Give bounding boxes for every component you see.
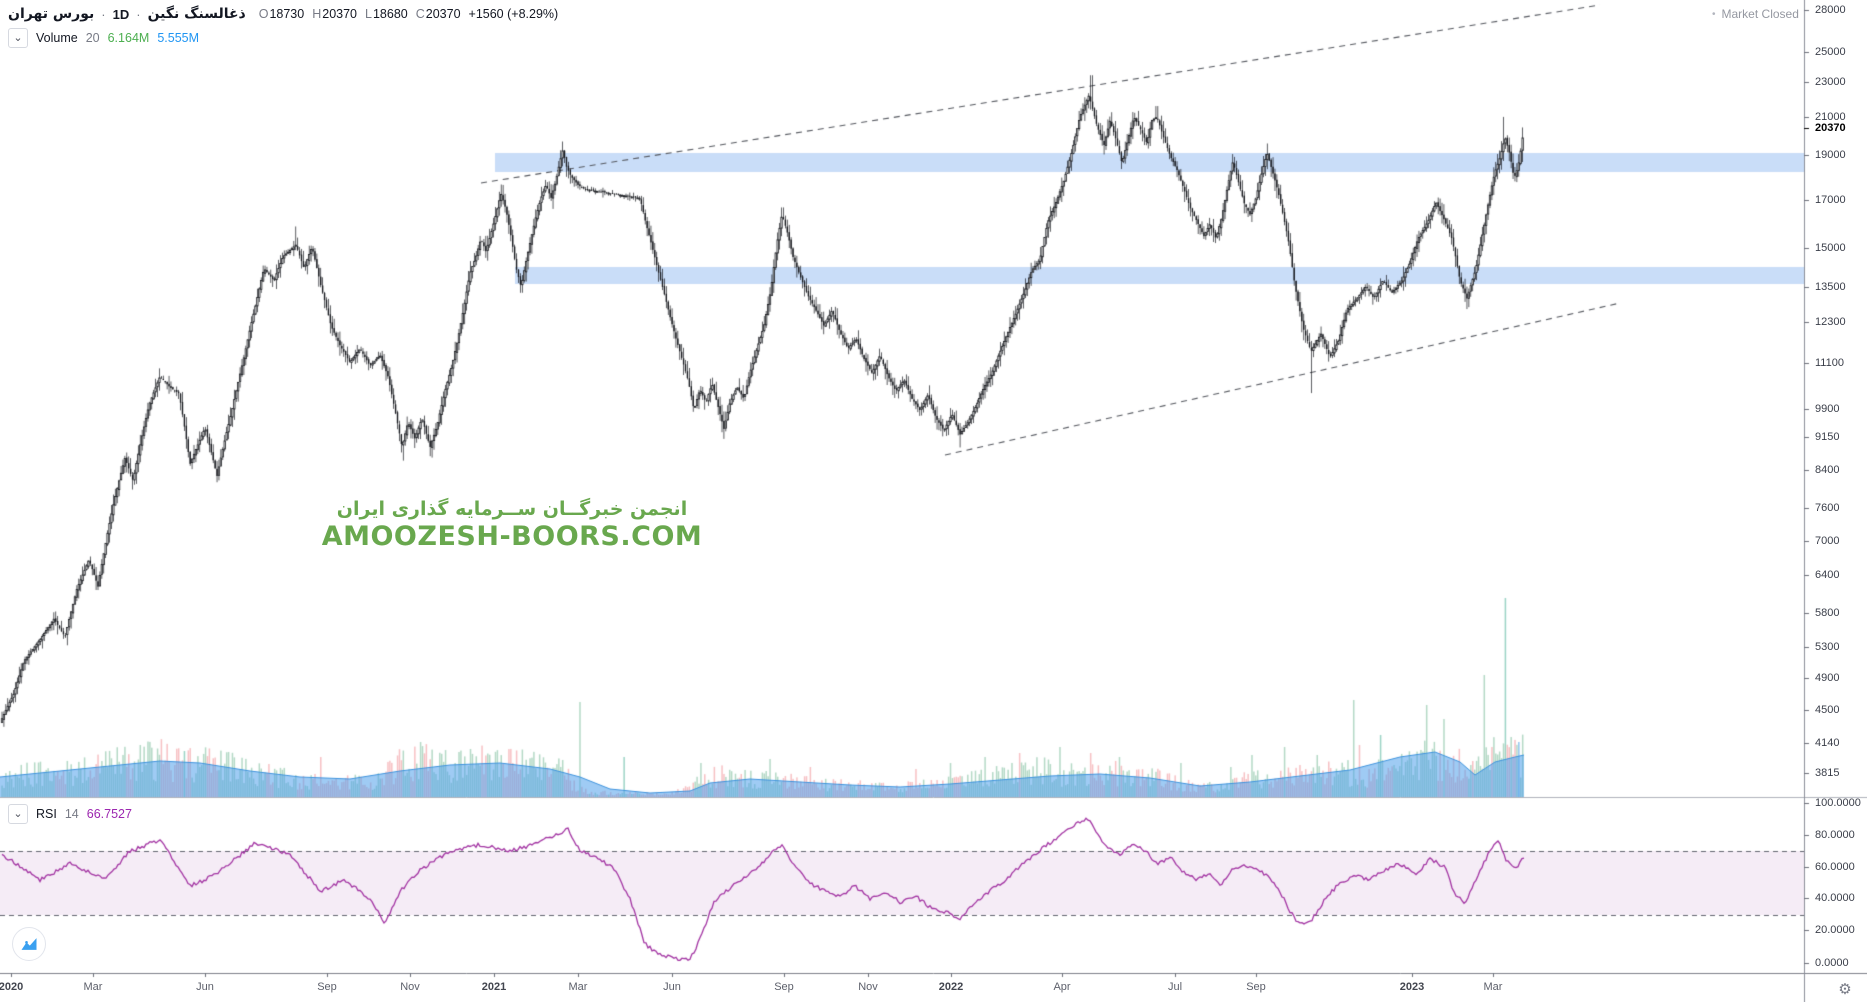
time-tick-label: 2020 (0, 981, 24, 993)
legend-separator: · (101, 6, 106, 22)
time-tick-label: Nov (400, 981, 420, 993)
price-tick-label: 7600 (1815, 502, 1840, 514)
current-price-label: 20370 (1815, 122, 1848, 134)
rsi-tick-label: 80.0000 (1815, 829, 1855, 841)
time-tick-label: Mar (1483, 981, 1503, 993)
price-tick-label: 4900 (1815, 672, 1840, 684)
high-value: H20370 (312, 7, 358, 21)
pane-logo-icon (12, 927, 46, 961)
rsi-legend-row[interactable]: ⌄ RSI 14 66.7527 (8, 804, 132, 824)
price-tick-label: 5800 (1815, 607, 1840, 619)
rsi-tick-label: 0.0000 (1815, 957, 1849, 969)
price-tick-label: 4140 (1815, 737, 1840, 749)
price-tick-label: 4500 (1815, 704, 1840, 716)
timeframe-label[interactable]: 1D (112, 6, 130, 22)
chevron-down-icon: ⌄ (13, 807, 23, 820)
time-tick-label: 2021 (481, 981, 507, 993)
volume-collapse-button[interactable]: ⌄ (8, 28, 28, 48)
rsi-indicator-name[interactable]: RSI (36, 807, 57, 821)
change-value: +1560 (+8.29%) (468, 7, 559, 21)
market-status-badge: • Market Closed (1712, 7, 1799, 21)
time-tick-label: Sep (317, 981, 337, 993)
open-value: O18730 (258, 7, 305, 21)
close-value: C20370 (415, 7, 461, 21)
volume-legend-row[interactable]: ⌄ Volume 20 6.164M 5.555M (8, 28, 199, 48)
price-tick-label: 12300 (1815, 316, 1846, 328)
chevron-down-icon: ⌄ (13, 31, 23, 44)
price-tick-label: 19000 (1815, 149, 1846, 161)
rsi-tick-label: 60.0000 (1815, 861, 1855, 873)
rsi-value: 66.7527 (86, 807, 132, 821)
price-tick-label: 9150 (1815, 431, 1840, 443)
price-tick-label: 8400 (1815, 464, 1840, 476)
market-status-text: Market Closed (1721, 7, 1799, 21)
time-tick-label: 2023 (1399, 981, 1425, 993)
time-tick-label: Sep (1246, 981, 1266, 993)
time-tick-label: 2022 (938, 981, 964, 993)
volume-indicator-name[interactable]: Volume (36, 31, 78, 45)
status-dot-icon: • (1712, 8, 1716, 20)
price-tick-label: 3815 (1815, 767, 1840, 779)
time-tick-label: Jun (196, 981, 214, 993)
time-tick-label: Jul (1167, 981, 1183, 993)
price-tick-label: 13500 (1815, 281, 1846, 293)
axis-settings-button[interactable]: ⚙ (1833, 979, 1857, 999)
volume-value-blue: 5.555M (157, 31, 200, 45)
time-tick-label: Mar (83, 981, 103, 993)
price-axis[interactable]: 28000 25000 23000 21000 19000 17000 15000 13500… (1805, 0, 1867, 973)
price-tick-label: 9900 (1815, 403, 1840, 415)
price-tick-label: 5300 (1815, 641, 1840, 653)
ohlc-values: O18730 H20370 L18680 C20370 +1560 (+8.29… (259, 7, 558, 21)
exchange-name[interactable]: بورس تهران (8, 6, 95, 22)
price-tick-label: 6400 (1815, 569, 1840, 581)
low-value: L18680 (365, 7, 408, 21)
rsi-length: 14 (64, 807, 79, 821)
price-tick-label: 21000 (1815, 111, 1846, 123)
price-tick-label: 17000 (1815, 194, 1846, 206)
price-tick-label: 28000 (1815, 4, 1846, 16)
gear-icon: ⚙ (1838, 981, 1852, 998)
time-tick-label: Mar (568, 981, 588, 993)
volume-ma-length: 20 (85, 31, 100, 45)
time-tick-label: Jun (663, 981, 681, 993)
rsi-tick-label: 20.0000 (1815, 924, 1855, 936)
price-tick-label: 23000 (1815, 76, 1846, 88)
rsi-collapse-button[interactable]: ⌄ (8, 804, 28, 824)
price-tick-label: 25000 (1815, 46, 1846, 58)
symbol-name[interactable]: ذغالسنگ نگین (147, 6, 246, 22)
area-chart-icon (21, 938, 37, 950)
legend-separator: · (136, 6, 141, 22)
time-tick-label: Apr (1053, 981, 1071, 993)
rsi-tick-label: 40.0000 (1815, 892, 1855, 904)
price-tick-label: 7000 (1815, 535, 1840, 547)
rsi-tick-label: 100.0000 (1815, 797, 1861, 809)
symbol-legend-row[interactable]: بورس تهران · 1D · ذغالسنگ نگین O18730 H2… (8, 6, 558, 22)
time-tick-label: Sep (774, 981, 794, 993)
time-tick-label: Nov (858, 981, 878, 993)
time-axis[interactable]: 2020 Mar Jun Sep Nov 2021 Mar Jun Sep Nov 2022 Apr J… (0, 973, 1867, 1002)
price-tick-label: 15000 (1815, 242, 1846, 254)
price-tick-label: 11100 (1815, 357, 1844, 369)
volume-value-green: 6.164M (107, 31, 150, 45)
